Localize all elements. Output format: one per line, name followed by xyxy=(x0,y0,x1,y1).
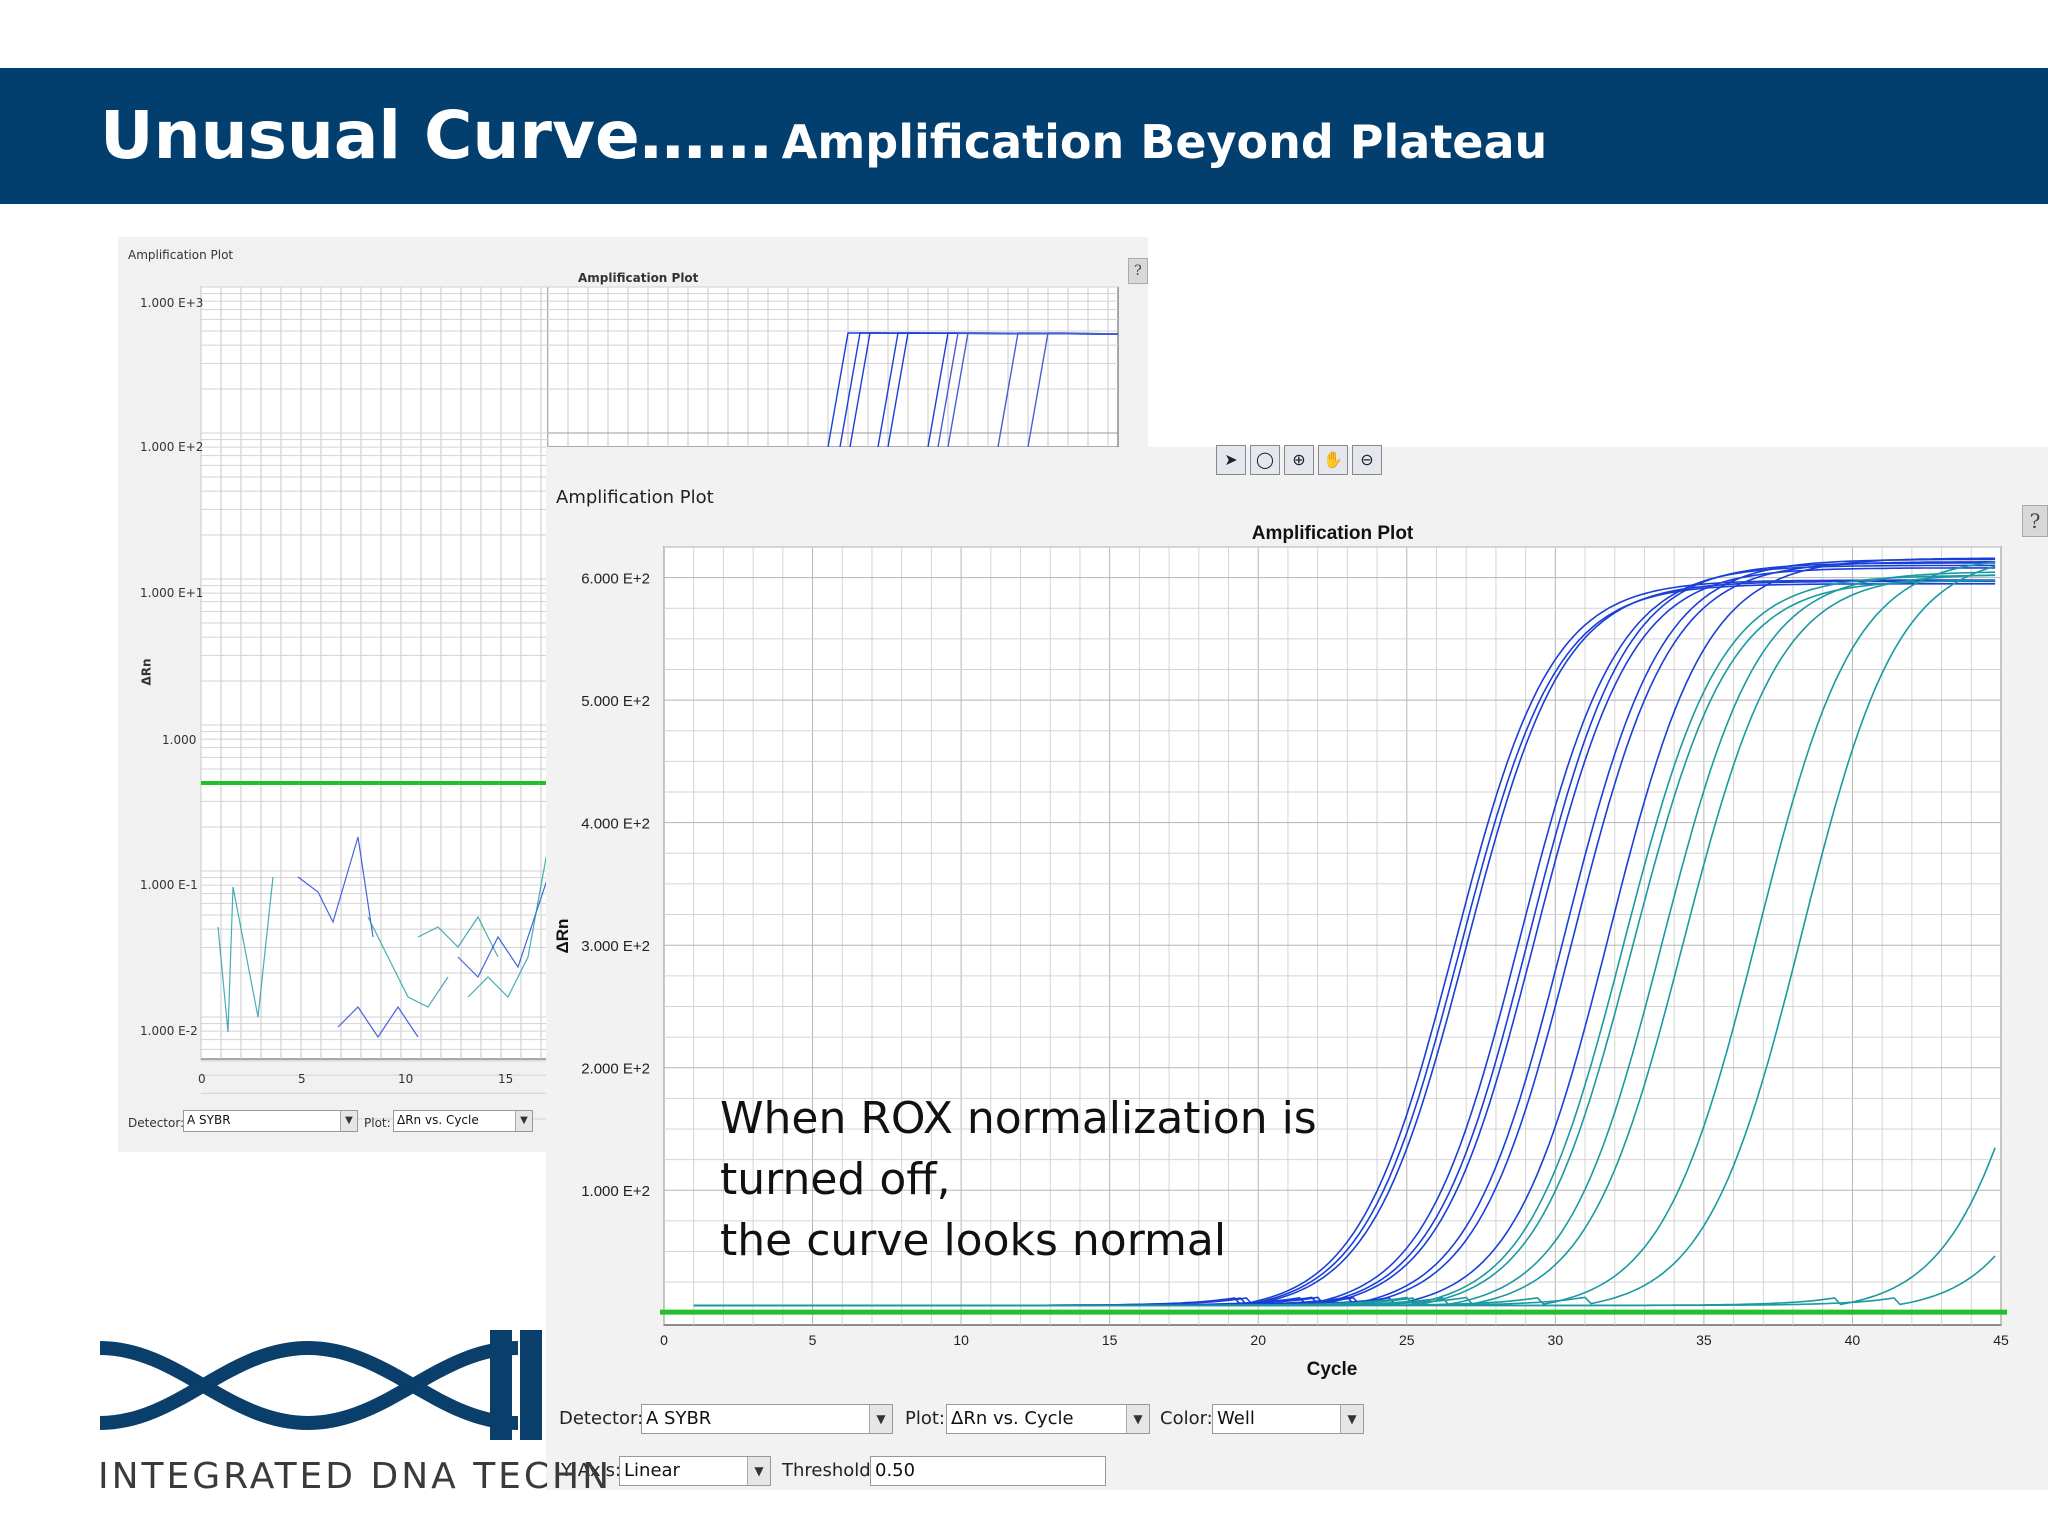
series-line xyxy=(693,1255,1996,1307)
x-tick-label: 15 xyxy=(1102,1332,1118,1348)
chevron-down-icon: ▼ xyxy=(1340,1405,1363,1433)
y-tick-label: 3.000 E+2 xyxy=(581,938,650,955)
color-select[interactable]: Well ▼ xyxy=(1212,1404,1364,1434)
bg-detector-value: A SYBR xyxy=(187,1113,231,1127)
bg-series-line xyxy=(367,916,449,1008)
idt-logo-helix xyxy=(99,1330,542,1440)
plot-label: Plot: xyxy=(905,1408,945,1429)
slide-title-main: Unusual Curve…… xyxy=(100,97,772,174)
bg-y-tick: 1.000 E-2 xyxy=(140,1024,198,1038)
yaxis-label: Y Axis: xyxy=(561,1460,622,1481)
logo-text: INTEGRATED DNA TECHN xyxy=(98,1456,613,1497)
bg-series-line xyxy=(1027,332,1119,447)
select-arrow-icon[interactable]: ➤ xyxy=(1216,445,1246,475)
plot-area xyxy=(663,546,2002,1326)
color-value: Well xyxy=(1217,1408,1255,1429)
x-tick-label: 10 xyxy=(953,1332,969,1348)
y-tick-label: 5.000 E+2 xyxy=(581,693,650,710)
detector-select[interactable]: A SYBR ▼ xyxy=(641,1404,893,1434)
bg-series-line xyxy=(337,1005,419,1039)
zoom-out-icon[interactable]: ⊖ xyxy=(1352,445,1382,475)
bg-plot-select[interactable]: ΔRn vs. Cycle ▼ xyxy=(393,1110,533,1132)
bg-x-tick: 15 xyxy=(498,1072,514,1086)
front-help-button[interactable]: ? xyxy=(2022,505,2048,537)
bg-y-tick: 1.000 E+2 xyxy=(140,440,204,454)
bg-series-line xyxy=(297,836,374,938)
annotation-text: When ROX normalization is turned off, th… xyxy=(720,1088,1317,1271)
slide-title: Unusual Curve…… Amplification Beyond Plat… xyxy=(100,96,1547,182)
y-tick-label: 4.000 E+2 xyxy=(581,816,650,833)
annotation-line: the curve looks normal xyxy=(720,1215,1227,1266)
detector-label: Detector: xyxy=(559,1408,644,1429)
bg-series-line xyxy=(417,915,499,958)
yaxis-value: Linear xyxy=(624,1460,680,1481)
bg-x-tick: 5 xyxy=(298,1072,306,1086)
annotation-line: turned off, xyxy=(720,1154,951,1205)
x-tick-label: 5 xyxy=(809,1332,817,1348)
chart-title: Amplification Plot xyxy=(1252,523,1414,544)
chevron-down-icon: ▼ xyxy=(515,1111,532,1131)
chevron-down-icon: ▼ xyxy=(869,1405,892,1433)
pan-hand-icon[interactable]: ✋ xyxy=(1318,445,1348,475)
x-tick-label: 0 xyxy=(660,1332,668,1348)
bg-y-tick: 1.000 E-1 xyxy=(140,878,198,892)
plot-value: ΔRn vs. Cycle xyxy=(951,1408,1074,1429)
y-tick-label: 6.000 E+2 xyxy=(581,571,650,588)
bg-x-tick: 10 xyxy=(398,1072,414,1086)
x-tick-label: 30 xyxy=(1548,1332,1564,1348)
slide-subtitle: Amplification Beyond Plateau xyxy=(781,115,1548,169)
bg-series-line xyxy=(217,876,274,1033)
x-tick-label: 45 xyxy=(1993,1332,2009,1348)
threshold-input[interactable]: 0.50 xyxy=(870,1456,1106,1486)
chevron-down-icon: ▼ xyxy=(340,1111,357,1131)
x-tick-label: 35 xyxy=(1696,1332,1712,1348)
yaxis-select[interactable]: Linear ▼ xyxy=(619,1456,771,1486)
x-tick-label: 20 xyxy=(1250,1332,1266,1348)
bg-help-button[interactable]: ? xyxy=(1128,258,1148,284)
threshold-label: Threshold: xyxy=(782,1460,877,1481)
plot-select[interactable]: ΔRn vs. Cycle ▼ xyxy=(946,1404,1150,1434)
bg-plot-title: Amplification Plot xyxy=(578,271,699,285)
chevron-down-icon: ▼ xyxy=(1126,1405,1149,1433)
front-panel-title: Amplification Plot xyxy=(556,487,714,508)
color-label: Color: xyxy=(1160,1408,1213,1429)
x-tick-label: 25 xyxy=(1399,1332,1415,1348)
grid xyxy=(663,546,2002,1325)
annotation-line: When ROX normalization is xyxy=(720,1093,1317,1144)
y-tick-label: 2.000 E+2 xyxy=(581,1061,650,1078)
bg-y-tick: 1.000 E+3 xyxy=(140,296,204,310)
bg-detector-select[interactable]: A SYBR ▼ xyxy=(183,1110,358,1132)
bg-y-label: ΔRn xyxy=(139,658,154,686)
chevron-down-icon: ▼ xyxy=(747,1457,770,1485)
bg-y-tick: 1.000 xyxy=(162,733,197,747)
bg-plot-label: Plot: xyxy=(364,1116,391,1130)
detector-value: A SYBR xyxy=(646,1408,712,1429)
zoom-in-icon[interactable]: ⊕ xyxy=(1284,445,1314,475)
series-group xyxy=(693,557,1996,1307)
y-axis-label: ΔRn xyxy=(553,919,572,954)
bg-plot-svg xyxy=(200,286,548,1120)
x-axis-label: Cycle xyxy=(1307,1359,1358,1380)
lasso-icon[interactable]: ◯ xyxy=(1250,445,1280,475)
bg-plot-value: ΔRn vs. Cycle xyxy=(397,1113,479,1127)
x-tick-label: 40 xyxy=(1845,1332,1861,1348)
bg-panel-title: Amplification Plot xyxy=(128,248,234,262)
bg-plot-top-svg xyxy=(548,286,1119,447)
bg-detector-label: Detector: xyxy=(128,1116,185,1130)
amplification-chart: Amplification Plot 1.000 E+2 2.000 E+2 3.00… xyxy=(553,523,2009,1380)
bg-x-tick: 0 xyxy=(198,1072,206,1086)
bg-plot-area xyxy=(200,286,548,1060)
title-bar xyxy=(0,68,2048,204)
bg-series-line xyxy=(467,846,548,999)
bg-y-tick: 1.000 E+1 xyxy=(140,586,204,600)
y-tick-label: 1.000 E+2 xyxy=(581,1183,650,1200)
bg-series-line xyxy=(457,876,548,979)
